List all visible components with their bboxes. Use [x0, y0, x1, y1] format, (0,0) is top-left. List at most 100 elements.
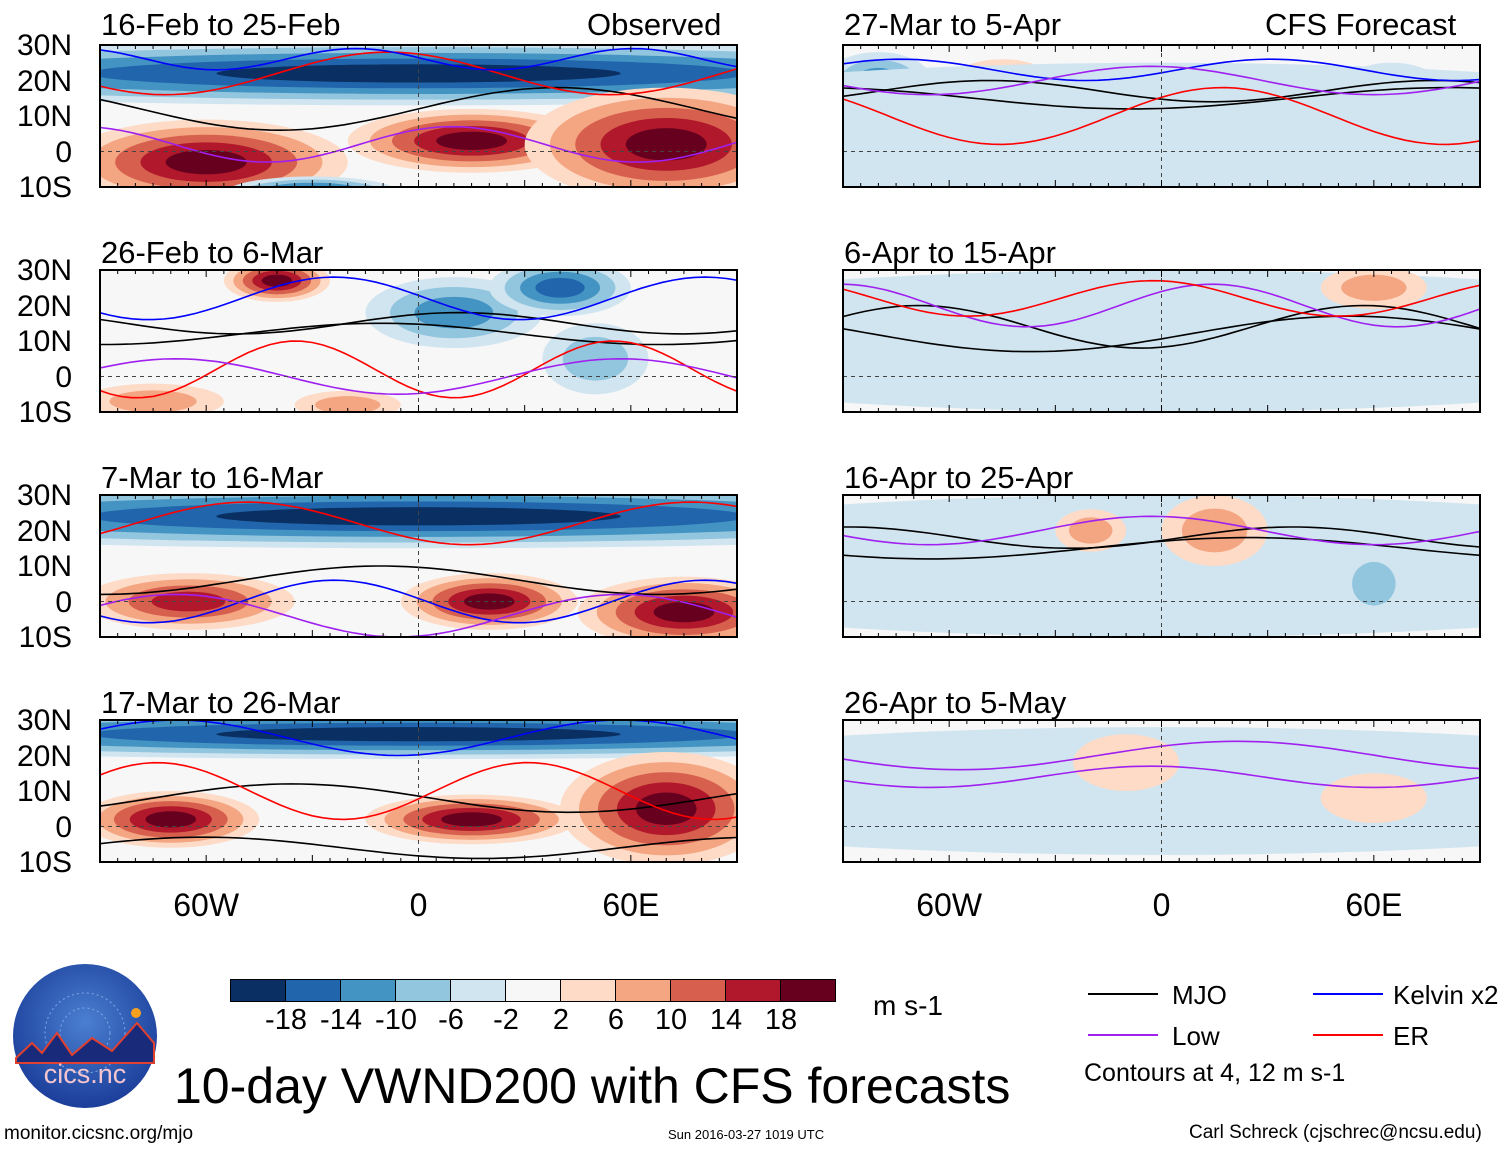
- contour-note: Contours at 4, 12 m s-1: [1084, 1059, 1346, 1087]
- field-shade: [464, 593, 515, 610]
- lat-tick-label: 20N: [16, 739, 72, 773]
- field-shade: [261, 274, 293, 287]
- field-shade: [165, 149, 247, 175]
- contour-line: [843, 304, 1480, 349]
- logo-text: cics.nc: [44, 1059, 127, 1089]
- lat-tick-label: 10N: [16, 550, 72, 583]
- contour-line: [843, 765, 1480, 789]
- colorbar-units: m s-1: [873, 990, 943, 1021]
- field-shade: [1341, 274, 1407, 301]
- map-panel: [99, 44, 738, 188]
- field-shade: [1352, 561, 1396, 606]
- field-shade: [216, 727, 621, 742]
- contour-line: [843, 86, 1480, 146]
- lat-tick-label: 10N: [16, 775, 72, 808]
- contour-line: [100, 125, 737, 163]
- lon-tick-label: 0: [409, 887, 428, 923]
- field-shade: [145, 811, 197, 828]
- colorbar-swatch: [396, 980, 451, 1001]
- colorbar-label: -14: [320, 1004, 362, 1036]
- field-shade: [436, 131, 507, 150]
- colorbar-label: 14: [709, 1004, 743, 1036]
- field-shade: [1068, 517, 1113, 544]
- lat-tick-label: 10N: [16, 325, 72, 358]
- lat-tick-label: 30N: [16, 254, 72, 287]
- field-shade: [441, 812, 502, 827]
- legend-kelvin-line: [1313, 993, 1383, 995]
- lon-tick-label: 0: [1152, 887, 1171, 923]
- field-shade: [109, 390, 197, 412]
- lat-tick-label: 10S: [18, 396, 72, 429]
- colorbar-label: -10: [375, 1004, 417, 1036]
- field-shade: [291, 185, 334, 187]
- panel-title: 17-Mar to 26-Mar: [101, 685, 341, 720]
- observed-header: Observed: [587, 7, 722, 42]
- contour-line: [843, 315, 1480, 353]
- lon-tick-label: 60E: [1345, 887, 1403, 923]
- field-shade: [1320, 773, 1427, 823]
- map-panels: [99, 44, 1481, 863]
- lat-tick-label: 30N: [16, 479, 72, 512]
- panel-title: 26-Apr to 5-May: [844, 685, 1067, 720]
- contour-line: [100, 783, 737, 814]
- footer-url[interactable]: monitor.cicsnc.org/mjo: [4, 1123, 194, 1144]
- map-panel: [99, 494, 738, 638]
- lat-tick-label: 0: [55, 810, 72, 844]
- colorbar-label: 18: [764, 1004, 798, 1036]
- colorbar-label: 10: [654, 1004, 688, 1036]
- lat-tick-label: 30N: [16, 704, 72, 737]
- field-shade: [635, 792, 697, 825]
- colorbar-swatch: [286, 980, 341, 1001]
- colorbar-swatch: [506, 980, 561, 1001]
- lat-tick-label: 0: [55, 135, 72, 169]
- legend-low-label: Low: [1172, 1021, 1220, 1051]
- field-shade: [843, 495, 1480, 637]
- colorbar-label: -2: [493, 1004, 519, 1036]
- contour-line: [100, 761, 737, 821]
- field-shade: [653, 602, 715, 623]
- lat-tick-label: 10S: [18, 171, 72, 204]
- colorbar-swatch: [671, 980, 726, 1001]
- colorbar-label: 2: [552, 1004, 570, 1036]
- contour-line: [843, 515, 1480, 546]
- contour-line: [100, 501, 737, 546]
- colorbar-swatch: [561, 980, 616, 1001]
- legend-mjo-line: [1088, 993, 1158, 995]
- contour-line: [843, 283, 1480, 328]
- lon-tick-label: 60W: [173, 887, 240, 923]
- contour-line: [100, 311, 737, 335]
- legend-mjo-label: MJO: [1172, 980, 1227, 1010]
- cics-logo: cics.nc: [13, 964, 157, 1108]
- field-shade: [315, 396, 381, 412]
- colorbar-swatch: [341, 980, 396, 1001]
- lat-tick-label: 10S: [18, 621, 72, 654]
- field-shade: [843, 270, 1480, 412]
- panel-title: 6-Apr to 15-Apr: [844, 235, 1056, 270]
- map-panel: [842, 494, 1481, 638]
- colorbar-swatch: [726, 980, 781, 1001]
- map-panel: [842, 44, 1481, 188]
- legend-kelvin-label: Kelvin x2: [1393, 980, 1499, 1010]
- panel-title: 26-Feb to 6-Mar: [101, 235, 324, 270]
- field-shade: [535, 277, 585, 298]
- field-shade: [843, 727, 1480, 855]
- forecast-header: CFS Forecast: [1265, 7, 1457, 42]
- legend-er-label: ER: [1393, 1021, 1430, 1051]
- footer-timestamp: Sun 2016-03-27 1019 UTC: [668, 1127, 825, 1142]
- colorbar-swatch: [781, 980, 835, 1001]
- panel-title: 16-Feb to 25-Feb: [101, 7, 341, 42]
- lat-tick-label: 20N: [16, 64, 72, 98]
- lon-tick-label: 60E: [602, 887, 660, 923]
- contour-line: [843, 79, 1480, 103]
- footer-author: Carl Schreck (cjschrec@ncsu.edu): [1189, 1122, 1482, 1143]
- map-panel: [99, 269, 738, 413]
- lat-tick-label: 0: [55, 360, 72, 394]
- lat-tick-label: 0: [55, 585, 72, 619]
- lon-tick-label: 60W: [916, 887, 983, 923]
- map-panel: [99, 719, 738, 863]
- colorbar: [230, 979, 836, 1002]
- colorbar-label: 6: [607, 1004, 625, 1036]
- panel-title: 27-Mar to 5-Apr: [844, 7, 1062, 42]
- contour-line: [843, 86, 1480, 110]
- contour-line: [100, 322, 737, 346]
